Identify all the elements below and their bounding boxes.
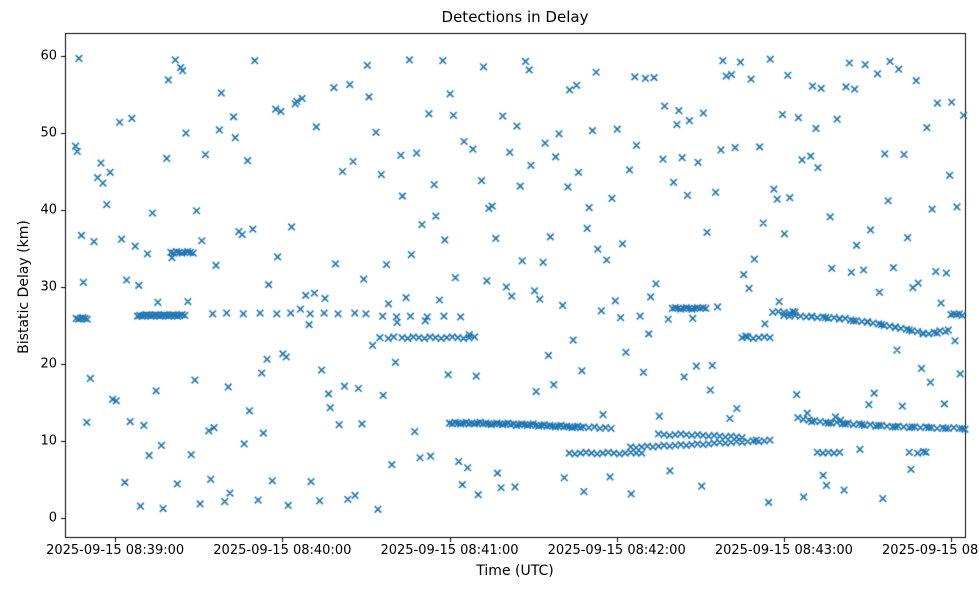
y-tick-label: 50: [40, 125, 57, 141]
x-axis-label: Time (UTC): [476, 563, 554, 579]
y-tick-label: 40: [40, 202, 57, 218]
x-tick-label: 2025-09-15 08:39:00: [46, 543, 185, 558]
x-tick-label: 2025-09-15 08:41:00: [380, 543, 519, 558]
x-tick-label: 2025-09-15 08:43:00: [714, 543, 853, 558]
y-tick-label: 20: [40, 356, 57, 372]
chart-title: Detections in Delay: [441, 8, 589, 26]
y-tick-label: 0: [48, 510, 57, 526]
y-tick-label: 30: [40, 279, 57, 295]
y-tick-label: 60: [40, 48, 57, 64]
x-tick-label: 2025-09-15 08:44:00: [882, 543, 979, 558]
x-tick-label: 2025-09-15 08:42:00: [547, 543, 686, 558]
x-tick-label: 2025-09-15 08:40:00: [213, 543, 352, 558]
y-tick-label: 10: [40, 433, 57, 449]
